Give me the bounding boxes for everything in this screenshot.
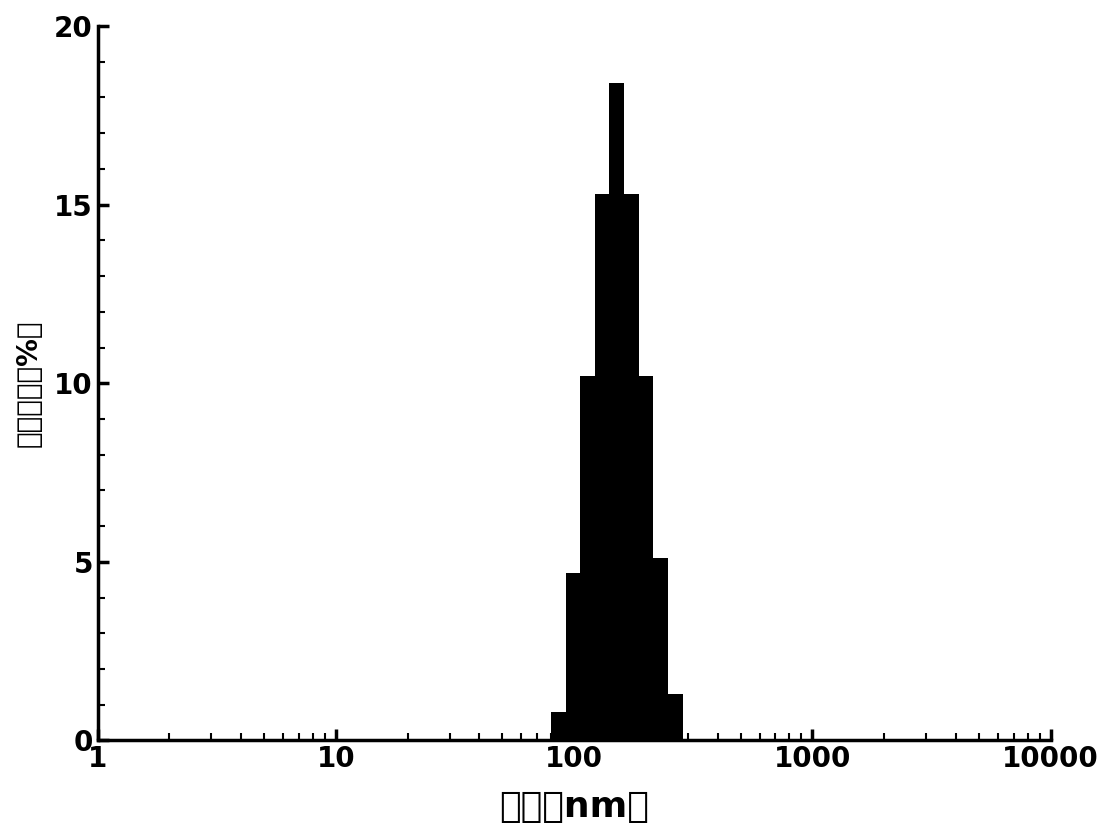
Y-axis label: 频率分布（%）: 频率分布（%） — [14, 320, 43, 447]
X-axis label: 粒径（nm）: 粒径（nm） — [499, 790, 649, 824]
